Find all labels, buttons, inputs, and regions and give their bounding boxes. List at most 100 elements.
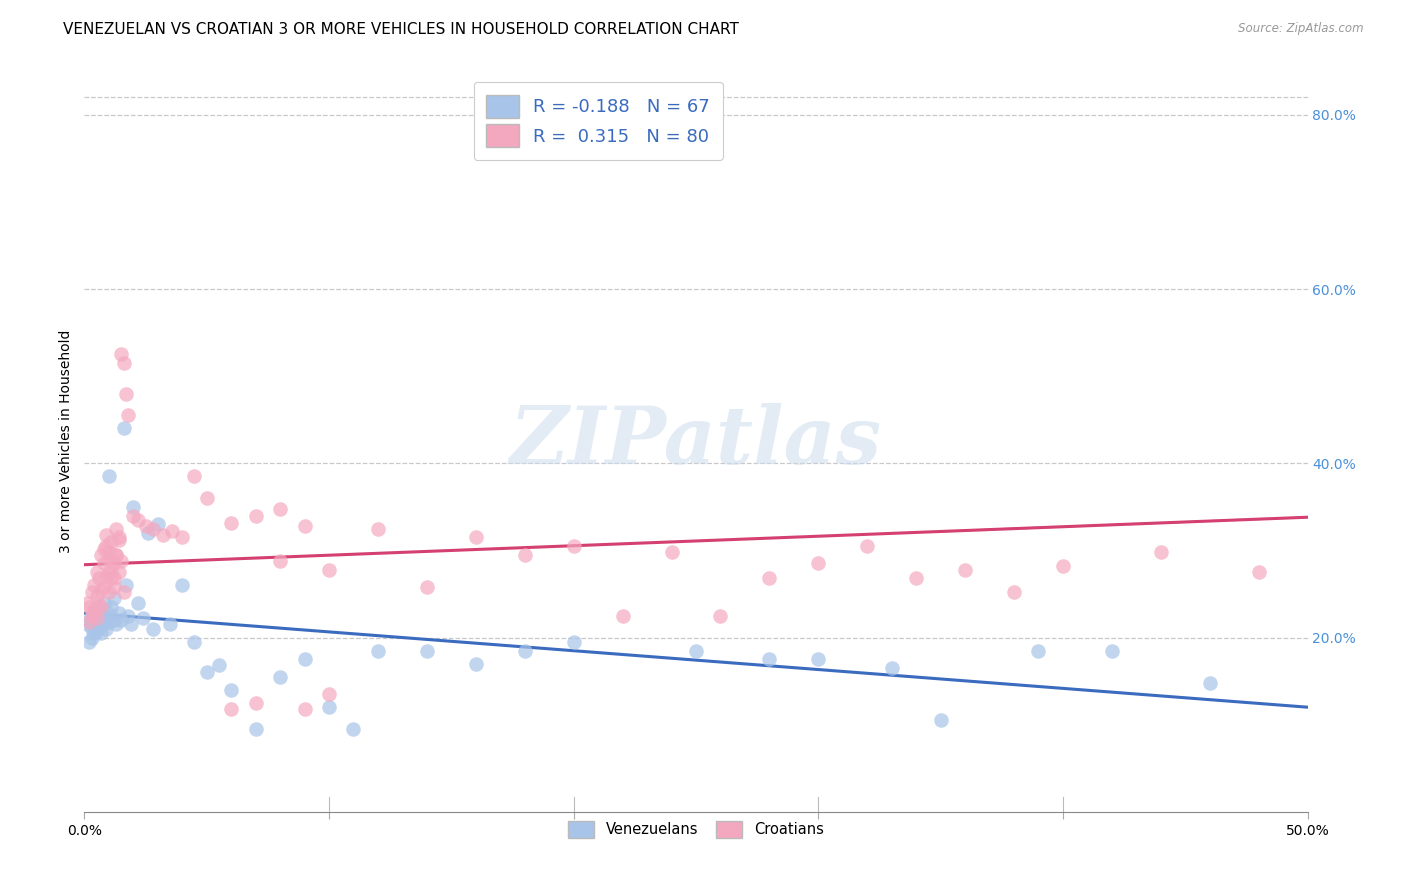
Point — [195, 491, 218, 505]
Point — [1002, 585, 1025, 599]
Point — [562, 635, 585, 649]
Legend: Venezuelans, Croatians: Venezuelans, Croatians — [561, 814, 831, 845]
Point — [110, 554, 132, 568]
Point — [117, 608, 139, 623]
Point — [245, 696, 267, 710]
Point — [112, 585, 135, 599]
Point — [367, 643, 389, 657]
Point — [96, 569, 118, 583]
Point — [136, 526, 159, 541]
Point — [105, 548, 128, 562]
Point — [807, 557, 830, 571]
Point — [127, 513, 149, 527]
Point — [245, 722, 267, 736]
Point — [195, 665, 218, 680]
Point — [1247, 565, 1270, 579]
Point — [103, 613, 125, 627]
Point — [97, 545, 120, 559]
Text: Source: ZipAtlas.com: Source: ZipAtlas.com — [1239, 22, 1364, 36]
Point — [1101, 643, 1123, 657]
Point — [100, 563, 122, 577]
Point — [103, 591, 125, 606]
Point — [342, 722, 364, 736]
Point — [127, 596, 149, 610]
Point — [110, 613, 132, 627]
Point — [87, 620, 110, 634]
Point — [86, 624, 108, 638]
Point — [90, 600, 112, 615]
Point — [1150, 545, 1173, 559]
Point — [122, 500, 145, 514]
Y-axis label: 3 or more Vehicles in Household: 3 or more Vehicles in Household — [59, 330, 73, 553]
Point — [80, 608, 103, 623]
Point — [758, 652, 780, 666]
Point — [115, 386, 138, 401]
Point — [105, 617, 128, 632]
Point — [318, 563, 340, 577]
Point — [513, 643, 536, 657]
Point — [294, 519, 316, 533]
Point — [245, 508, 267, 523]
Point — [661, 545, 683, 559]
Point — [152, 527, 174, 541]
Point — [758, 571, 780, 585]
Point — [172, 530, 194, 544]
Point — [97, 585, 120, 599]
Point — [103, 571, 125, 585]
Point — [416, 643, 439, 657]
Point — [219, 702, 242, 716]
Point — [929, 713, 952, 727]
Point — [100, 571, 122, 585]
Point — [93, 617, 115, 632]
Point — [132, 611, 155, 625]
Point — [86, 565, 108, 579]
Point — [856, 539, 879, 553]
Point — [83, 615, 105, 629]
Point — [80, 585, 103, 599]
Point — [80, 631, 103, 645]
Point — [77, 613, 100, 627]
Text: ZIPatlas: ZIPatlas — [510, 403, 882, 480]
Point — [107, 530, 129, 544]
Point — [87, 598, 110, 612]
Point — [219, 516, 242, 530]
Point — [83, 604, 105, 618]
Point — [464, 530, 486, 544]
Point — [77, 600, 100, 615]
Point — [416, 580, 439, 594]
Point — [112, 421, 135, 435]
Point — [269, 501, 291, 516]
Point — [93, 596, 115, 610]
Point — [905, 571, 928, 585]
Point — [107, 606, 129, 620]
Point — [807, 652, 830, 666]
Point — [709, 608, 731, 623]
Point — [90, 548, 112, 562]
Point — [86, 611, 108, 625]
Point — [110, 347, 132, 361]
Point — [86, 611, 108, 625]
Point — [77, 635, 100, 649]
Point — [105, 522, 128, 536]
Point — [208, 658, 231, 673]
Point — [86, 589, 108, 603]
Point — [953, 563, 976, 577]
Point — [612, 608, 634, 623]
Point — [219, 682, 242, 697]
Point — [269, 554, 291, 568]
Point — [1028, 643, 1050, 657]
Point — [269, 670, 291, 684]
Point — [93, 613, 115, 627]
Point — [100, 600, 122, 615]
Point — [294, 702, 316, 716]
Point — [93, 541, 115, 556]
Point — [103, 557, 125, 571]
Point — [880, 661, 903, 675]
Point — [77, 615, 100, 629]
Point — [87, 608, 110, 623]
Point — [90, 606, 112, 620]
Point — [87, 600, 110, 615]
Point — [120, 617, 142, 632]
Point — [80, 622, 103, 636]
Point — [103, 580, 125, 594]
